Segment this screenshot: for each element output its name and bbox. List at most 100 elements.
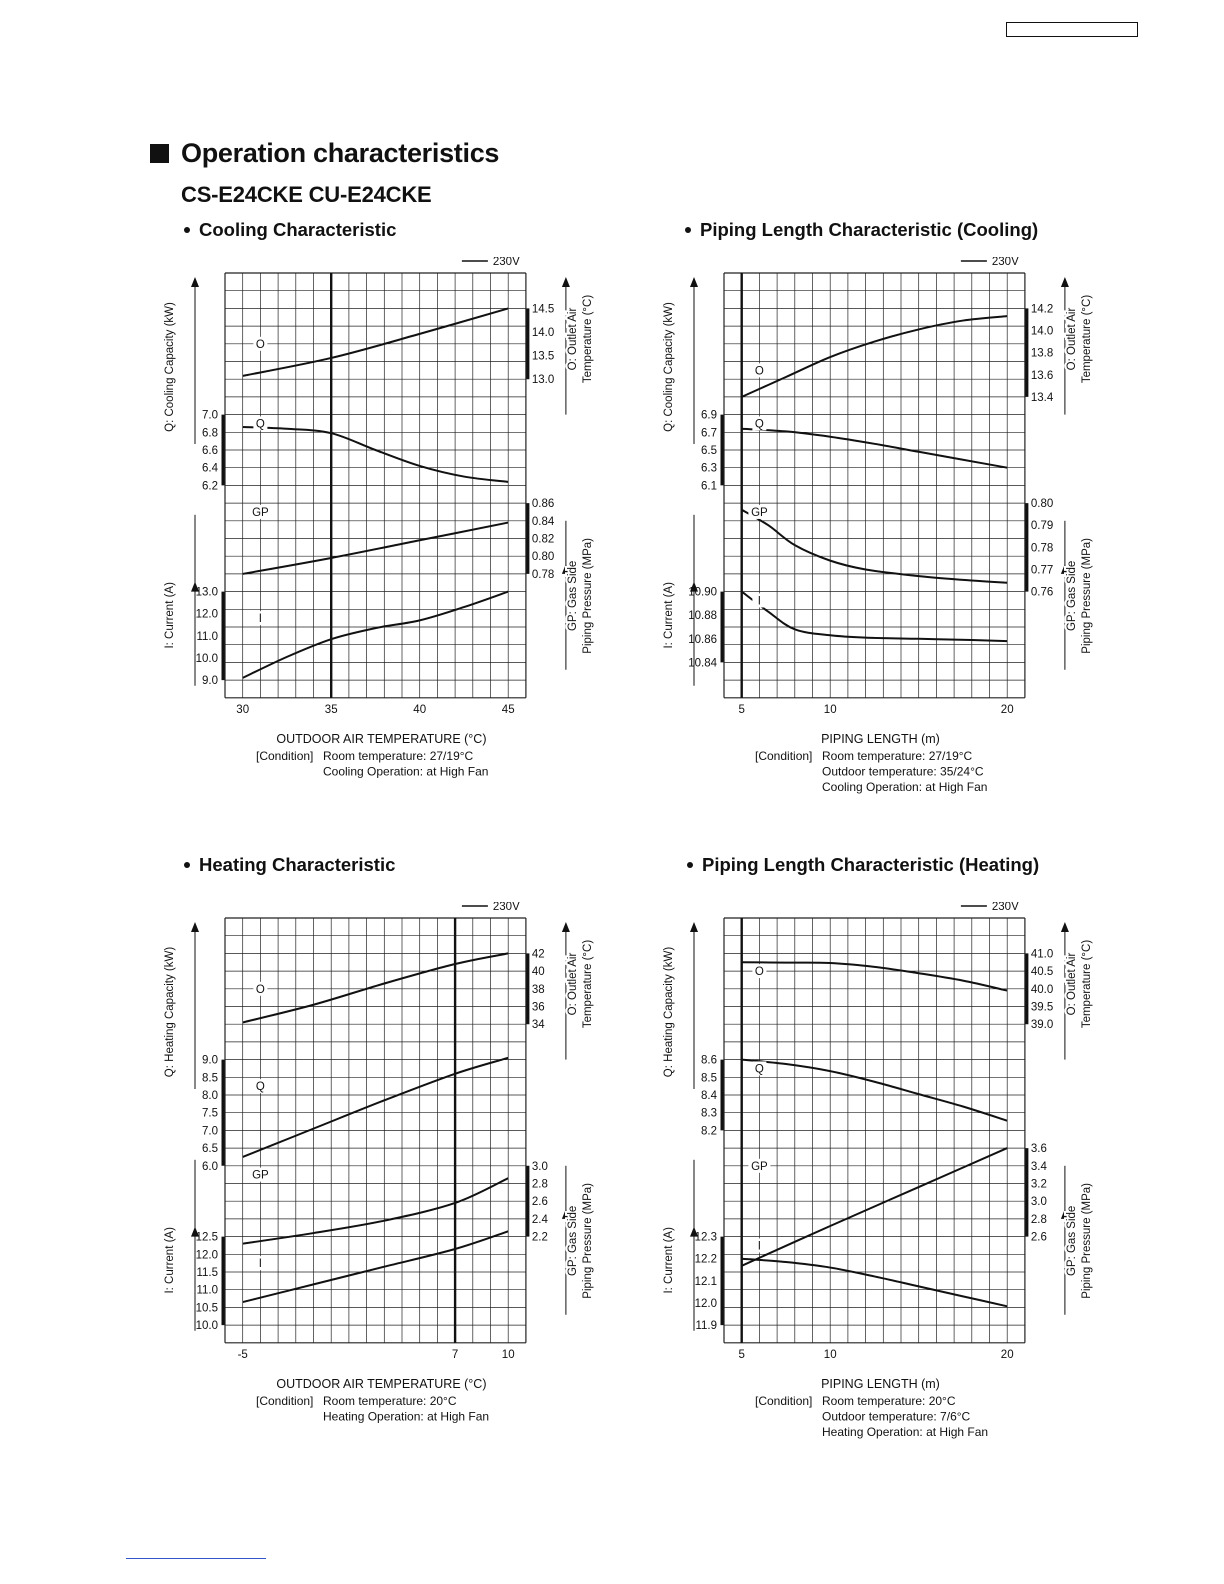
y-tick-label: 0.80 (1031, 498, 1053, 510)
y-tick-label: 11.0 (196, 1285, 218, 1297)
series-label-o: O (256, 339, 265, 351)
section-title-text: Operation characteristics (181, 138, 500, 168)
y-tick-label: 41.0 (1031, 948, 1053, 960)
x-axis-label: OUTDOOR AIR TEMPERATURE (°C) (276, 732, 486, 746)
condition-text: Outdoor temperature: 7/6°C (822, 1409, 971, 1423)
y-tick-label: 8.5 (202, 1072, 218, 1084)
series-label-gp: GP (751, 507, 768, 519)
left-axis-gap (688, 1089, 700, 1160)
y-tick-label: 6.5 (202, 1143, 218, 1155)
y-tick-label: 14.2 (1031, 303, 1053, 315)
y-tick-label: 12.1 (695, 1276, 717, 1288)
chart-title-heating: Heating Characteristic (184, 854, 395, 876)
arrow-head-icon (561, 922, 570, 932)
x-tick-label: 10 (824, 704, 837, 716)
right-axis-title-lower: Piping Pressure (MPa) (582, 538, 594, 654)
y-tick-label: 14.5 (532, 303, 554, 315)
x-tick-label: 45 (502, 704, 515, 716)
arrow-head-icon (690, 922, 698, 932)
heating-characteristic-chart: 230V -5 7 10 OUTDOOR AIR TEMPERATURE (°C) [Co… (159, 901, 629, 1447)
y-tick-label: 12.0 (695, 1298, 717, 1310)
right-axis-title-upper: Temperature (°C) (1081, 295, 1093, 383)
chart-title-piping-cooling: Piping Length Characteristic (Cooling) (685, 219, 1038, 241)
grid (224, 917, 527, 1344)
arrow-head-icon (1060, 277, 1069, 287)
chart-title-cooling: Cooling Characteristic (184, 219, 396, 241)
y-tick-label: 8.4 (701, 1090, 718, 1102)
y-tick-label: 11.5 (196, 1267, 218, 1279)
condition-text: Cooling Operation: at High Fan (323, 764, 488, 778)
arrow-head-icon (561, 1208, 570, 1219)
y-tick-label: 7.5 (202, 1108, 218, 1120)
y-tick-label: 8.2 (701, 1125, 717, 1137)
y-tick-label: 0.76 (1031, 587, 1053, 599)
right-axis-title-upper: Temperature (°C) (1081, 940, 1093, 1028)
right-axis-title-upper: O: Outlet Air (567, 308, 579, 371)
series-line-o (741, 961, 1008, 992)
chart-svg: 230V 5 10 20 PIPING LENGTH (m) [Condition] Roo… (661, 256, 1095, 794)
left-axis-gap (688, 444, 700, 515)
y-tick-label: 36 (532, 1002, 545, 1014)
series-label-q: Q (256, 1081, 265, 1093)
y-tick-label: 3.0 (1031, 1196, 1047, 1208)
y-tick-label: 6.5 (701, 445, 717, 457)
series-label-bg (752, 1061, 767, 1076)
series-label-bg (253, 981, 268, 996)
bullet-icon (687, 862, 693, 868)
series-label-gp: GP (751, 1161, 768, 1173)
chart-title-piping-heating: Piping Length Characteristic (Heating) (687, 854, 1039, 876)
y-tick-label: 8.3 (701, 1108, 717, 1120)
y-tick-label: 0.77 (1031, 564, 1053, 576)
right-axis-gap (559, 414, 572, 521)
y-tick-label: 3.2 (1031, 1179, 1047, 1191)
y-tick-label: 7.0 (202, 410, 218, 422)
y-tick-label: 6.9 (701, 410, 717, 422)
legend-label: 230V (493, 257, 520, 268)
right-axis-title-lower: Piping Pressure (MPa) (582, 1183, 594, 1299)
piping-length-heating-chart: 230V 5 10 20 PIPING LENGTH (m) [Condition] Roo… (658, 901, 1128, 1447)
y-tick-label: 10.5 (196, 1302, 218, 1314)
arrow-head-icon (561, 563, 570, 574)
arrow-head-icon (191, 277, 199, 287)
arrow-head-icon (561, 277, 570, 287)
x-tick-label: 5 (738, 704, 744, 716)
series-label-bg (748, 1158, 771, 1173)
series-label-bg (748, 504, 771, 519)
y-tick-label: 6.6 (202, 445, 218, 457)
right-axis-title-lower: Piping Pressure (MPa) (1081, 1183, 1093, 1299)
y-tick-label: 12.0 (196, 609, 218, 621)
grid (723, 917, 1026, 1344)
x-tick-label: 20 (1001, 1349, 1014, 1361)
condition-text: Cooling Operation: at High Fan (822, 780, 987, 794)
left-axis-gap (189, 1089, 201, 1160)
x-tick-label: 5 (738, 1349, 744, 1361)
series-line-o (741, 315, 1008, 398)
x-tick-label: 10 (502, 1349, 515, 1361)
series-label-i: I (758, 595, 761, 607)
x-axis-label: OUTDOOR AIR TEMPERATURE (°C) (276, 1377, 486, 1391)
y-tick-label: 2.8 (1031, 1214, 1047, 1226)
y-tick-label: 13.6 (1031, 370, 1053, 382)
section-title: Operation characteristics (150, 138, 499, 169)
y-tick-label: 39.0 (1031, 1019, 1053, 1031)
y-tick-label: 0.78 (532, 569, 554, 581)
chart-title-text: Heating Characteristic (199, 854, 396, 875)
series-line-gp (741, 508, 1008, 584)
right-axis-gap (559, 1059, 572, 1166)
right-axis-title-upper: O: Outlet Air (567, 953, 579, 1016)
y-tick-label: 13.5 (532, 351, 554, 363)
condition-text: Room temperature: 27/19°C (822, 749, 973, 763)
y-tick-label: 2.4 (532, 1214, 549, 1226)
series-line-i (242, 590, 509, 679)
y-tick-label: 11.0 (196, 631, 218, 643)
y-tick-label: 13.0 (196, 587, 218, 599)
right-axis-title-lower: GP: Gas Side (1066, 1206, 1078, 1276)
y-tick-label: 3.6 (1031, 1143, 1047, 1155)
y-tick-label: 2.6 (532, 1196, 548, 1208)
series-label-bg (752, 964, 767, 979)
left-axis-title-lower: I: Current (A) (164, 1227, 176, 1294)
x-tick-label: 7 (452, 1349, 458, 1361)
left-axis-title-upper: Q: Cooling Capacity (kW) (663, 302, 675, 432)
y-tick-label: 10.86 (688, 634, 717, 646)
condition-text: Outdoor temperature: 35/24°C (822, 764, 984, 778)
